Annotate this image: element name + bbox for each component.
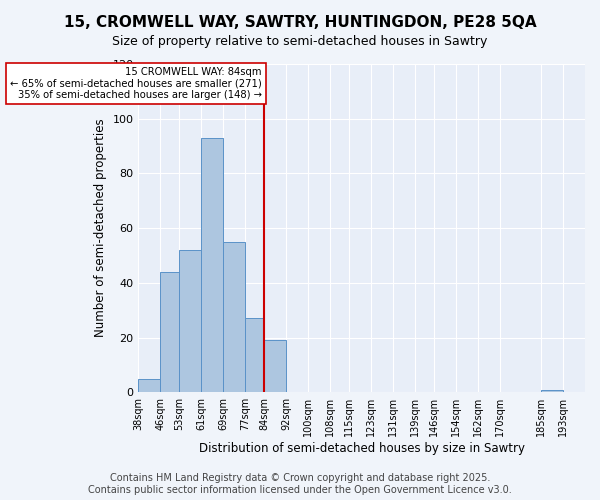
- Text: 15, CROMWELL WAY, SAWTRY, HUNTINGDON, PE28 5QA: 15, CROMWELL WAY, SAWTRY, HUNTINGDON, PE…: [64, 15, 536, 30]
- Bar: [223, 242, 245, 392]
- Bar: [139, 378, 160, 392]
- Y-axis label: Number of semi-detached properties: Number of semi-detached properties: [94, 119, 107, 338]
- Bar: [245, 318, 265, 392]
- X-axis label: Distribution of semi-detached houses by size in Sawtry: Distribution of semi-detached houses by …: [199, 442, 524, 455]
- Bar: [541, 390, 563, 392]
- Bar: [160, 272, 179, 392]
- Bar: [202, 138, 223, 392]
- Text: Size of property relative to semi-detached houses in Sawtry: Size of property relative to semi-detach…: [112, 35, 488, 48]
- Bar: [265, 340, 286, 392]
- Bar: [179, 250, 202, 392]
- Text: Contains HM Land Registry data © Crown copyright and database right 2025.
Contai: Contains HM Land Registry data © Crown c…: [88, 474, 512, 495]
- Text: 15 CROMWELL WAY: 84sqm
← 65% of semi-detached houses are smaller (271)
35% of se: 15 CROMWELL WAY: 84sqm ← 65% of semi-det…: [10, 66, 262, 100]
